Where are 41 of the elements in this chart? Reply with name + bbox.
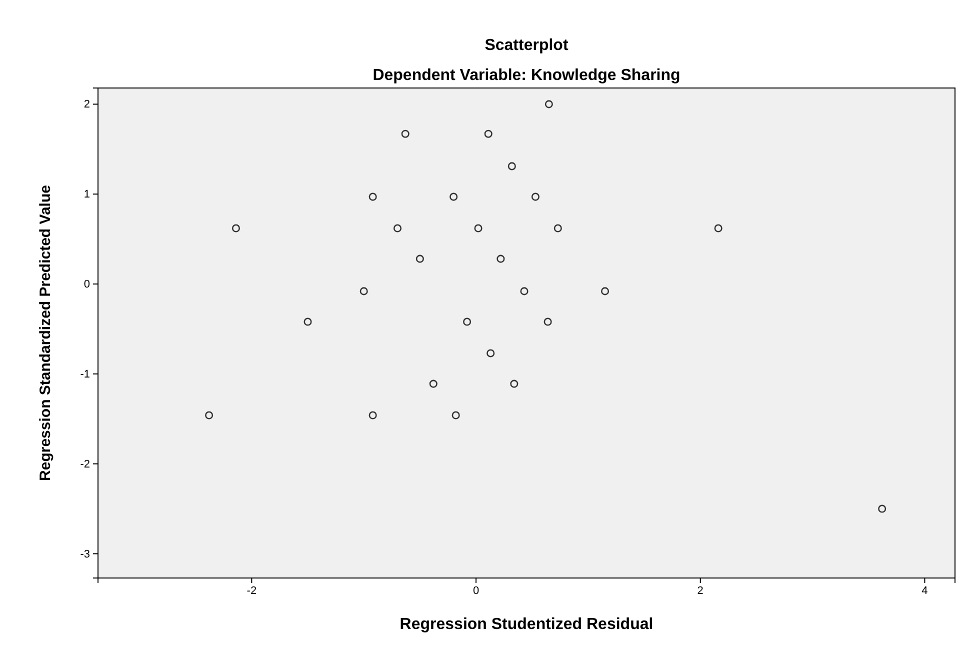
point	[554, 224, 562, 232]
point	[463, 318, 472, 326]
point	[878, 504, 886, 513]
x-tick-label: 2	[697, 584, 704, 597]
point	[474, 224, 482, 232]
point	[368, 411, 377, 420]
chart-title: Scatterplot	[484, 37, 569, 54]
point	[393, 224, 402, 232]
point	[450, 192, 458, 201]
point	[401, 130, 410, 138]
point	[600, 287, 610, 296]
point	[544, 318, 552, 326]
point	[544, 100, 553, 108]
x-axis-title: Regression Studentized Residual	[400, 616, 654, 633]
x-tick-label: -2	[246, 584, 257, 597]
point	[486, 349, 495, 358]
x-tick-label: 0	[472, 584, 480, 597]
point	[368, 192, 377, 201]
y-tick-label: -2	[80, 458, 90, 470]
point	[205, 411, 214, 420]
point	[232, 224, 240, 232]
y-tick-label: 0	[84, 278, 90, 291]
point	[429, 380, 438, 388]
chart-subtitle: Dependent Variable: Knowledge Sharing	[372, 67, 680, 84]
y-axis-title: Regression Standardized Predicted Value	[37, 185, 54, 481]
point	[360, 287, 368, 296]
point	[510, 380, 518, 388]
point	[416, 254, 424, 263]
point	[484, 130, 492, 138]
point	[531, 192, 540, 201]
y-tick-label: 1	[84, 188, 90, 201]
point	[714, 224, 722, 232]
y-tick-label: -3	[80, 548, 90, 560]
y-tick-label: -1	[80, 368, 90, 380]
point	[452, 411, 460, 420]
y-tick-label: 2	[84, 98, 90, 111]
point	[304, 318, 312, 326]
point	[520, 287, 528, 296]
x-tick-label: 4	[922, 584, 928, 597]
point	[508, 162, 516, 170]
point	[496, 254, 505, 263]
